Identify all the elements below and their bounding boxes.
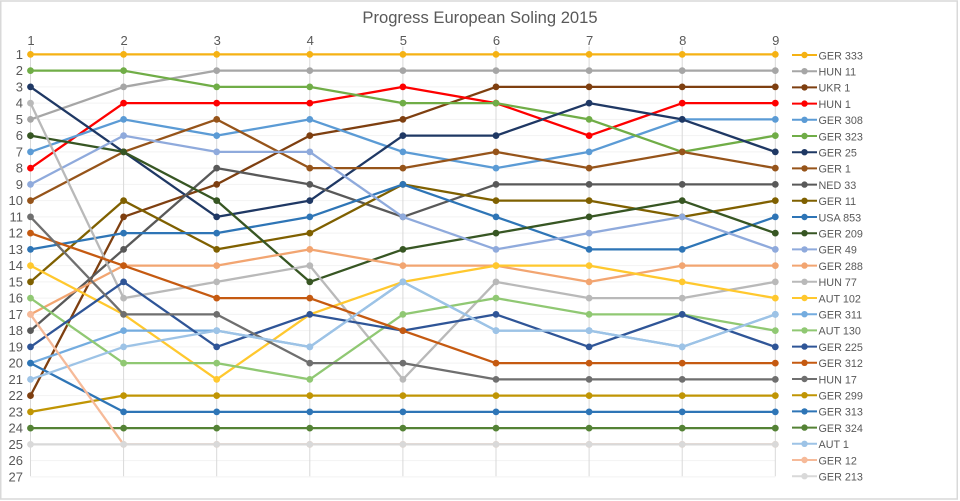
svg-text:GER 312: GER 312 — [819, 358, 863, 370]
svg-text:9: 9 — [772, 33, 779, 48]
svg-text:HUN 77: HUN 77 — [819, 277, 857, 289]
svg-text:HUN 11: HUN 11 — [819, 67, 857, 79]
svg-text:GER 11: GER 11 — [819, 196, 857, 208]
svg-text:13: 13 — [9, 242, 23, 257]
svg-text:GER 313: GER 313 — [819, 407, 863, 419]
svg-text:26: 26 — [9, 453, 23, 468]
svg-text:27: 27 — [9, 469, 23, 484]
svg-text:GER 25: GER 25 — [819, 148, 857, 160]
svg-text:GER 311: GER 311 — [819, 310, 863, 322]
svg-text:22: 22 — [9, 388, 23, 403]
svg-text:8: 8 — [679, 33, 686, 48]
svg-text:2: 2 — [120, 33, 127, 48]
svg-text:4: 4 — [16, 96, 23, 111]
svg-text:GER 333: GER 333 — [819, 50, 863, 62]
svg-text:GER 324: GER 324 — [819, 423, 863, 435]
svg-text:19: 19 — [9, 339, 23, 354]
svg-text:HUN 17: HUN 17 — [819, 374, 857, 386]
svg-text:7: 7 — [586, 33, 593, 48]
svg-text:12: 12 — [9, 226, 23, 241]
svg-text:GER 1: GER 1 — [819, 164, 851, 176]
svg-text:18: 18 — [9, 323, 23, 338]
svg-text:2: 2 — [16, 63, 23, 78]
svg-text:1: 1 — [27, 33, 34, 48]
svg-text:15: 15 — [9, 274, 23, 289]
svg-text:Progress European Soling 2015: Progress European Soling 2015 — [362, 8, 597, 27]
svg-text:HUN 1: HUN 1 — [819, 99, 851, 111]
svg-text:5: 5 — [400, 33, 407, 48]
svg-text:AUT 130: AUT 130 — [819, 326, 861, 338]
svg-text:6: 6 — [16, 128, 23, 143]
svg-text:5: 5 — [16, 112, 23, 127]
svg-text:14: 14 — [9, 258, 23, 273]
svg-text:25: 25 — [9, 437, 23, 452]
svg-text:8: 8 — [16, 161, 23, 176]
svg-text:24: 24 — [9, 421, 23, 436]
svg-text:USA 853: USA 853 — [819, 212, 862, 224]
svg-text:3: 3 — [214, 33, 221, 48]
svg-text:GER 213: GER 213 — [819, 472, 863, 484]
svg-text:GER 308: GER 308 — [819, 115, 863, 127]
svg-text:GER 323: GER 323 — [819, 131, 863, 143]
svg-text:GER 209: GER 209 — [819, 229, 863, 241]
svg-text:11: 11 — [10, 209, 24, 224]
svg-text:GER 299: GER 299 — [819, 391, 863, 403]
svg-text:AUT 1: AUT 1 — [819, 439, 849, 451]
svg-text:20: 20 — [9, 356, 23, 371]
svg-text:21: 21 — [9, 372, 23, 387]
svg-text:AUT 102: AUT 102 — [819, 293, 861, 305]
svg-text:GER 288: GER 288 — [819, 261, 863, 273]
svg-text:3: 3 — [16, 79, 23, 94]
svg-text:4: 4 — [307, 33, 314, 48]
svg-text:GER 225: GER 225 — [819, 342, 863, 354]
svg-text:6: 6 — [493, 33, 500, 48]
svg-text:NED 33: NED 33 — [819, 180, 857, 192]
svg-text:10: 10 — [9, 193, 23, 208]
svg-text:1: 1 — [16, 47, 23, 62]
svg-text:GER 49: GER 49 — [819, 245, 857, 257]
svg-text:16: 16 — [9, 291, 23, 306]
svg-text:23: 23 — [9, 404, 23, 419]
svg-text:UKR 1: UKR 1 — [819, 83, 851, 95]
svg-text:7: 7 — [16, 144, 23, 159]
svg-text:17: 17 — [9, 307, 23, 322]
svg-text:9: 9 — [16, 177, 23, 192]
svg-text:GER 12: GER 12 — [819, 455, 857, 467]
